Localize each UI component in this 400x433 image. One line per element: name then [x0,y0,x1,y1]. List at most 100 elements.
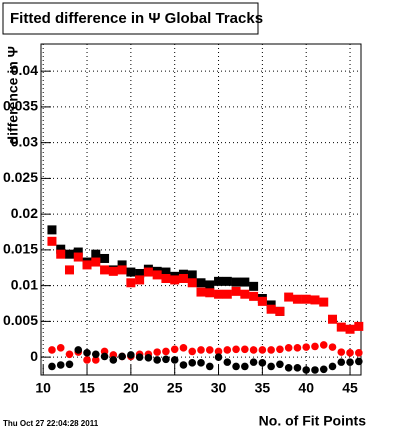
point [293,344,302,352]
point [152,270,162,280]
point [100,265,110,275]
point [48,346,56,354]
y-tick-label: 0.015 [3,241,38,257]
y-tick-label: 0.04 [11,62,38,78]
point [240,289,250,299]
point [91,350,100,359]
point [301,294,311,304]
point [170,345,179,354]
point [127,351,135,359]
point [48,362,56,371]
point [267,346,275,354]
point [302,366,311,374]
point [223,346,232,354]
point [258,346,267,354]
x-tick-label: 45 [342,380,358,396]
point [153,356,161,364]
point [47,225,57,235]
point [222,276,232,286]
point [311,366,319,374]
point [241,362,249,371]
point [346,349,354,357]
point [205,288,215,298]
point [276,360,284,369]
point [126,278,136,288]
point [302,343,311,351]
point [91,356,100,364]
point [135,268,145,278]
point [249,281,259,291]
point [240,277,250,287]
point [161,267,171,277]
title-box [2,2,259,35]
x-tick-label: 10 [35,380,51,396]
point [205,362,214,371]
point [117,265,127,275]
point [82,260,92,270]
point [118,352,126,361]
point [56,244,66,254]
x-tick-label: 20 [123,380,139,396]
point [276,345,284,354]
point [284,344,293,352]
point [73,252,83,262]
point [249,346,258,354]
point [188,359,197,367]
point [100,352,109,361]
point [153,348,161,356]
point [162,355,170,364]
point [143,267,153,277]
point [196,287,206,297]
point [83,349,91,357]
x-tick-label: 15 [79,380,95,396]
point [319,297,329,307]
point [47,236,57,246]
point [355,349,363,357]
point [214,353,223,361]
point [319,365,328,374]
point [328,362,337,371]
point [108,266,118,276]
point [135,353,144,361]
point [346,358,354,366]
point [355,357,363,366]
point [197,359,205,367]
x-tick-label: 35 [255,380,271,396]
point [65,350,74,359]
y-tick-label: 0.005 [3,312,38,328]
plot-frame [40,43,362,376]
y-tick-label: 0.02 [11,205,38,221]
point [91,249,101,259]
point [205,280,215,290]
point [56,344,65,352]
point [258,359,267,367]
chart-title: Fitted difference in Ψ Global Tracks [10,10,263,27]
point [179,361,188,369]
x-tick-label: 40 [298,380,314,396]
point [73,247,83,257]
point [214,347,223,356]
point [214,289,224,299]
point [345,324,355,334]
point [310,295,320,305]
point [162,347,170,356]
point [64,265,74,275]
point [56,249,66,259]
point [117,260,127,270]
point [170,275,180,285]
point [135,275,145,285]
point [231,286,241,296]
point [257,296,267,306]
point [241,345,249,354]
y-tick-label: 0.035 [3,98,38,114]
point [83,356,91,364]
point [170,356,179,364]
point [354,321,364,331]
point [161,273,171,283]
point [249,291,259,301]
point [284,292,294,302]
point [275,306,285,316]
x-axis-label: No. of Fit Points [259,413,367,429]
point [144,354,153,362]
